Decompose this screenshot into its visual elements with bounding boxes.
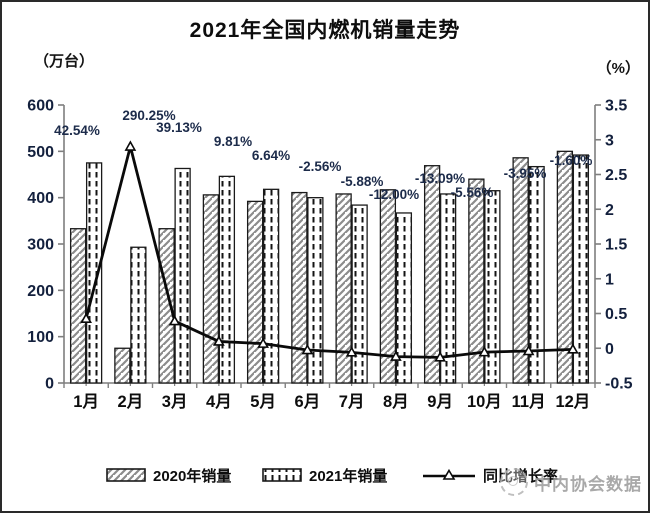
growth-point-marker-6月 bbox=[301, 343, 314, 355]
bar-2021年销量-7月 bbox=[351, 204, 368, 384]
growth-label-11月: -3.95% bbox=[504, 166, 547, 181]
growth-label-9月: -13.09% bbox=[415, 171, 465, 186]
left-axis-tick-label: 100 bbox=[27, 329, 54, 346]
growth-label-2月: 290.25% bbox=[122, 108, 175, 123]
bar-2020年销量-10月 bbox=[468, 178, 485, 384]
growth-label-4月: 9.81% bbox=[214, 134, 252, 149]
legend-item-2020-sales[interactable]: 2020年销量 bbox=[106, 464, 231, 486]
watermark-logo-icon bbox=[500, 468, 528, 496]
growth-point-marker-9月 bbox=[434, 351, 446, 362]
bar-2021年销量-12月 bbox=[572, 154, 590, 384]
growth-line-layer bbox=[80, 140, 579, 362]
bar-2021年销量-11月 bbox=[528, 165, 545, 384]
x-axis-month-label: 8月 bbox=[383, 392, 409, 411]
bar-2021年销量-2月 bbox=[130, 246, 147, 384]
x-axis-month-label: 10月 bbox=[467, 392, 502, 411]
legend-label-2021: 2021年销量 bbox=[309, 467, 388, 485]
growth-point-marker-3月 bbox=[168, 314, 181, 326]
growth-point-marker-11月 bbox=[522, 344, 535, 356]
watermark-text: 中内协会数据 bbox=[534, 474, 642, 494]
growth-point-marker-10月 bbox=[478, 345, 491, 357]
growth-label-8月: -12.00% bbox=[369, 187, 419, 202]
x-axis-month-label: 1月 bbox=[73, 392, 99, 411]
x-axis-month-label: 12月 bbox=[555, 392, 590, 411]
watermark: 中内协会数据 bbox=[500, 468, 642, 496]
left-axis-unit-label: （万台） bbox=[34, 53, 95, 70]
bar-2021年销量-3月 bbox=[174, 167, 191, 384]
growth-label-7月: -5.88% bbox=[341, 174, 384, 189]
x-axis-month-label: 2月 bbox=[118, 392, 144, 411]
bar-2020年销量-5月 bbox=[246, 200, 264, 384]
bar-2020年销量-6月 bbox=[291, 191, 308, 384]
left-axis-tick-label: 200 bbox=[27, 283, 54, 300]
growth-label-3月: 39.13% bbox=[156, 120, 202, 135]
bar-2020年销量-9月 bbox=[423, 165, 441, 384]
bar-2020年销量-11月 bbox=[512, 157, 529, 384]
legend-swatch-2021-dashed-icon bbox=[262, 468, 302, 482]
right-axis-tick-label: 0.5 bbox=[605, 306, 627, 323]
bar-2021年销量-6月 bbox=[307, 197, 324, 384]
bars-layer bbox=[69, 150, 590, 384]
right-axis-tick-label: 2.5 bbox=[605, 167, 627, 184]
left-axis-tick-label: 400 bbox=[27, 190, 54, 207]
bar-2020年销量-3月 bbox=[158, 228, 175, 384]
growth-point-marker-4月 bbox=[213, 335, 225, 346]
left-axis-tick-label: 0 bbox=[45, 376, 54, 393]
growth-line bbox=[84, 145, 573, 359]
x-axis-month-label: 4月 bbox=[206, 392, 232, 411]
bar-2020年销量-2月 bbox=[114, 347, 131, 384]
legend-swatch-line-triangle-icon bbox=[423, 468, 475, 480]
right-axis-tick-label: 3 bbox=[605, 132, 614, 149]
bar-2020年销量-12月 bbox=[556, 150, 574, 384]
left-axis-tick-label: 300 bbox=[27, 237, 54, 254]
right-axis-tick-label: -0.5 bbox=[605, 376, 633, 393]
chart-title: 2021年全国内燃机销量走势 bbox=[189, 19, 461, 42]
growth-point-marker-1月 bbox=[80, 312, 92, 323]
bar-2021年销量-10月 bbox=[484, 190, 501, 384]
bar-2021年销量-8月 bbox=[395, 212, 413, 384]
axes-layer: 0 100 200 300 400 500 600 -0.5 0 0.5 1 1.5 2 2.5 3 3.5 1… bbox=[27, 98, 632, 412]
growth-point-marker-5月 bbox=[257, 337, 269, 348]
x-axis-month-label: 5月 bbox=[250, 392, 276, 411]
bar-2020年销量-4月 bbox=[202, 194, 220, 384]
bar-2020年销量-8月 bbox=[379, 189, 397, 384]
x-axis-month-label: 9月 bbox=[427, 392, 453, 411]
legend-item-2021-sales[interactable]: 2021年销量 bbox=[262, 464, 387, 486]
growth-label-5月: 6.64% bbox=[252, 148, 290, 163]
growth-label-6月: -2.56% bbox=[299, 159, 342, 174]
growth-point-marker-7月 bbox=[345, 346, 358, 357]
right-axis-tick-label: 0 bbox=[605, 341, 614, 358]
right-axis-unit-label: （%） bbox=[596, 60, 640, 77]
growth-label-10月: -5.56% bbox=[451, 185, 494, 200]
bar-2021年销量-9月 bbox=[439, 193, 457, 384]
left-axis-tick-label: 600 bbox=[27, 98, 54, 115]
left-axis-tick-label: 500 bbox=[27, 144, 54, 161]
x-axis-month-label: 7月 bbox=[339, 392, 365, 411]
x-axis-month-label: 6月 bbox=[295, 392, 321, 411]
growth-label-12月: -1.60% bbox=[550, 153, 593, 168]
growth-point-marker-2月 bbox=[124, 140, 137, 151]
data-labels-layer: 42.54% 290.25%39.13% 9.81%6.64% -2.56%-5.88… bbox=[54, 108, 592, 202]
x-axis-month-label: 3月 bbox=[162, 392, 188, 411]
growth-label-1月: 42.54% bbox=[54, 123, 100, 138]
growth-point-marker-8月 bbox=[390, 350, 402, 361]
right-axis-tick-label: 3.5 bbox=[605, 98, 627, 115]
legend-label-2020: 2020年销量 bbox=[153, 467, 232, 485]
legend-swatch-2020-hatch-icon bbox=[106, 468, 146, 482]
bar-2021年销量-5月 bbox=[262, 188, 280, 384]
bar-2021年销量-4月 bbox=[218, 175, 236, 384]
x-axis-month-label: 11月 bbox=[512, 392, 546, 411]
bar-2020年销量-7月 bbox=[335, 193, 352, 384]
right-axis-tick-label: 1.5 bbox=[605, 237, 627, 254]
bar-2020年销量-1月 bbox=[69, 228, 87, 384]
bar-2021年销量-1月 bbox=[85, 162, 103, 384]
growth-point-marker-12月 bbox=[567, 343, 579, 354]
right-axis-tick-label: 2 bbox=[605, 202, 614, 219]
right-axis-tick-label: 1 bbox=[605, 271, 614, 288]
